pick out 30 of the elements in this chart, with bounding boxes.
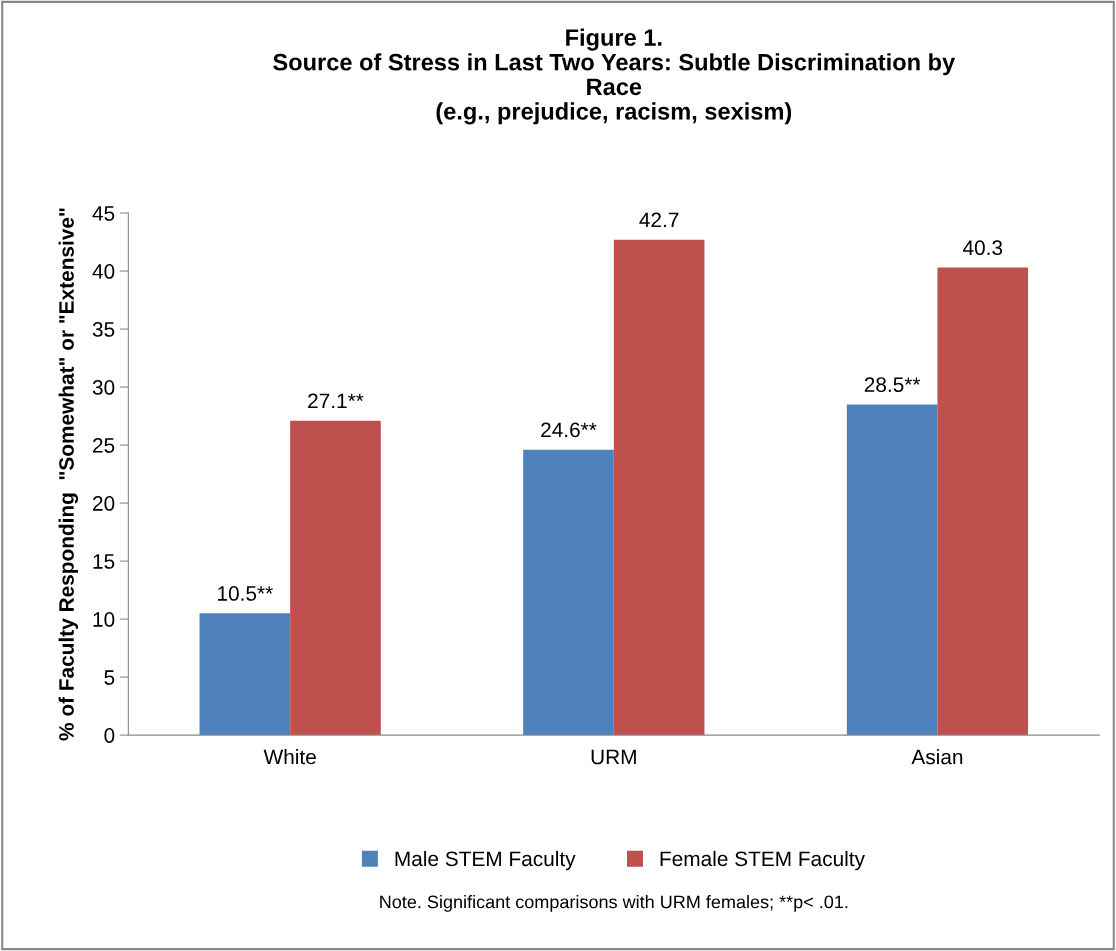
y-axis-title: % of Faculty Responding "Somewhat" or "Extensive": [58, 208, 79, 741]
x-tick-label: Asian: [911, 749, 963, 765]
data-label: 10.5**: [218, 586, 273, 601]
y-tick-label: 35: [92, 322, 115, 337]
data-label: 28.5**: [864, 377, 921, 393]
bar: [846, 404, 938, 736]
chart-title: Figure 1. Source of Stress in Last Two Years: Subtle Discrimination by Race (e.g., prejudice, racism, sexism): [273, 28, 956, 125]
y-tick-label: 20: [93, 496, 115, 511]
data-label: 40.3: [962, 240, 1003, 256]
bar: [199, 613, 291, 736]
y-tick-label: 0: [104, 728, 115, 743]
y-tick-label: 45: [92, 206, 115, 221]
x-tick-label: White: [263, 749, 316, 765]
bar: [523, 449, 614, 736]
y-tick-label: 30: [92, 380, 115, 395]
y-tick-label: 15: [93, 554, 115, 569]
legend-label: Female STEM Faculty: [660, 850, 865, 871]
legend-label: Male STEM Faculty: [395, 850, 576, 871]
data-label: 42.7: [639, 212, 679, 228]
bar: [290, 420, 381, 736]
bar: [613, 239, 705, 736]
y-tick-label: 25: [93, 438, 115, 453]
bar: [937, 267, 1029, 736]
data-label: 27.1**: [308, 393, 364, 409]
data-label: 24.6**: [541, 422, 597, 438]
text: Note. Significant comparisons with URM females; **p< .01.: [380, 895, 848, 912]
y-tick-label: 40: [92, 264, 115, 279]
y-tick-label: 5: [104, 670, 115, 685]
y-tick-label: 10: [93, 612, 115, 627]
x-tick-label: URM: [591, 749, 636, 765]
